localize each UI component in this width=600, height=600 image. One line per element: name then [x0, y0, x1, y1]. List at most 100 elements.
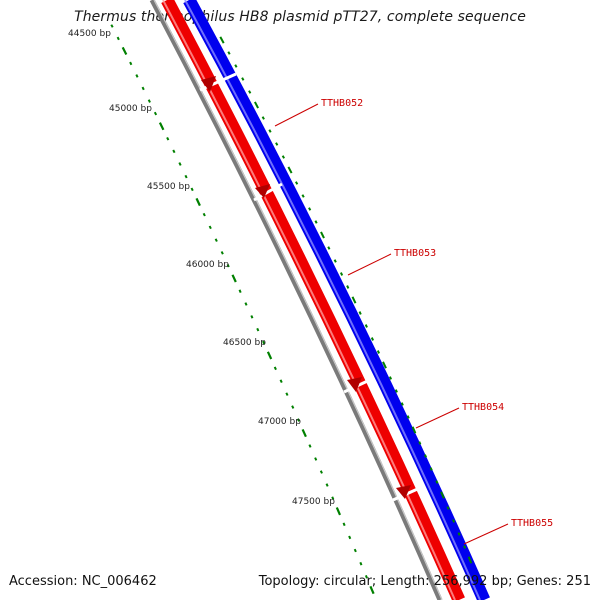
- outer-ticks: [219, 36, 473, 564]
- gene-label-tthb053[interactable]: TTHB053: [394, 248, 436, 259]
- ruler-minor-tick: [226, 263, 230, 268]
- outer-minor-tick: [295, 181, 299, 185]
- ruler-label-45500: 45500 bp: [147, 182, 190, 192]
- outer-minor-tick: [376, 350, 381, 354]
- forward-strand-shine: [184, 0, 481, 600]
- outer-minor-tick: [457, 532, 461, 536]
- ruler-major-tick: [158, 122, 165, 131]
- ruler-minor-tick: [273, 366, 277, 371]
- ruler-major-tick: [231, 274, 237, 283]
- ruler-label-44500: 44500 bp: [68, 29, 111, 39]
- outer-minor-tick: [364, 324, 368, 328]
- ruler-label-46500: 46500 bp: [223, 338, 266, 348]
- ruler-minor-tick: [110, 24, 114, 28]
- outer-minor-tick: [227, 51, 231, 55]
- ruler-minor-tick: [342, 522, 346, 527]
- outer-minor-tick: [406, 415, 410, 419]
- outer-minor-tick: [423, 454, 428, 458]
- outer-minor-tick: [370, 337, 375, 341]
- ruler-major-tick: [301, 428, 307, 438]
- outer-minor-tick: [275, 142, 279, 146]
- outer-minor-tick: [429, 467, 433, 471]
- outer-major-tick: [411, 426, 417, 434]
- gene-leader-lines: [274, 103, 509, 545]
- ruler-major-tick: [369, 585, 375, 595]
- gene-label-tthb055[interactable]: TTHB055: [511, 518, 553, 529]
- ruler-minor-tick: [325, 483, 329, 487]
- ruler-label-45000: 45000 bp: [109, 104, 152, 114]
- ruler-minor-tick: [285, 392, 289, 396]
- ruler-minor-tick: [256, 327, 260, 332]
- outer-major-tick: [320, 231, 325, 239]
- ruler-minor-tick: [250, 315, 254, 319]
- ruler-minor-tick: [308, 444, 312, 448]
- ruler-label-47500: 47500 bp: [292, 497, 335, 507]
- outer-minor-tick: [268, 129, 272, 133]
- gene-label-tthb054[interactable]: TTHB054: [462, 402, 504, 413]
- outer-minor-tick: [248, 90, 252, 94]
- gene-gaps: [199, 72, 423, 502]
- ruler-minor-tick: [178, 162, 182, 166]
- ruler-minor-tick: [238, 289, 242, 293]
- ruler-minor-tick: [116, 36, 120, 41]
- gene-arrowheads: [201, 76, 411, 499]
- outer-minor-tick: [358, 311, 362, 315]
- ruler-minor-tick: [129, 61, 133, 66]
- ruler-minor-tick: [147, 99, 151, 103]
- accession-text: Accession: NC_006462: [9, 574, 157, 589]
- backbone-highlight: [153, 0, 443, 600]
- map-title: Thermus thermophilus HB8 plasmid pTT27, …: [74, 9, 526, 25]
- ruler-minor-tick: [214, 238, 218, 242]
- outer-major-tick: [219, 36, 225, 44]
- ruler-minor-tick: [202, 212, 206, 217]
- ruler-minor-tick: [141, 86, 145, 91]
- ruler-minor-tick: [244, 302, 248, 306]
- outer-minor-tick: [301, 194, 305, 198]
- ruler-minor-tick: [314, 457, 318, 461]
- outer-major-tick: [254, 101, 259, 109]
- outer-minor-tick: [327, 246, 331, 250]
- outer-minor-tick: [261, 116, 265, 120]
- ruler-major-tick: [266, 351, 273, 360]
- outer-major-tick: [351, 296, 357, 304]
- outer-minor-tick: [346, 285, 350, 289]
- ruler-minor-tick: [262, 340, 266, 345]
- ruler-minor-tick: [296, 418, 301, 422]
- outer-minor-tick: [452, 519, 456, 523]
- outer-minor-tick: [308, 207, 312, 211]
- outer-major-tick: [440, 491, 445, 499]
- ruler-minor-tick: [166, 136, 170, 141]
- ruler-minor-tick: [353, 548, 357, 553]
- outer-minor-tick: [241, 77, 245, 81]
- outer-minor-tick: [388, 376, 393, 380]
- ruler-minor-tick: [153, 111, 158, 116]
- outer-minor-tick: [333, 259, 337, 263]
- forward-strand-track: [183, 0, 490, 600]
- ruler-minor-tick: [279, 379, 283, 384]
- ruler-label-47000: 47000 bp: [258, 417, 301, 427]
- ruler-label-46000: 46000 bp: [186, 260, 229, 270]
- ruler-minor-tick: [331, 496, 335, 500]
- ruler-minor-tick: [348, 535, 352, 540]
- ruler-minor-tick: [190, 187, 194, 192]
- gene-label-tthb052[interactable]: TTHB052: [321, 98, 363, 109]
- ruler-major-tick: [335, 507, 342, 516]
- outer-minor-tick: [418, 441, 422, 445]
- outer-minor-tick: [463, 545, 467, 549]
- outer-minor-tick: [314, 220, 318, 224]
- ruler-minor-tick: [135, 74, 139, 78]
- outer-minor-tick: [435, 480, 439, 484]
- outer-major-tick: [467, 556, 473, 564]
- ruler-major-tick: [195, 197, 201, 207]
- outer-minor-tick: [394, 389, 398, 393]
- ruler-dots: [110, 24, 368, 579]
- topology-text: Topology: circular; Length: 256,992 bp; …: [258, 574, 591, 589]
- ruler-minor-tick: [220, 251, 224, 255]
- outer-minor-tick: [281, 155, 285, 159]
- ruler-minor-tick: [364, 575, 368, 579]
- outer-minor-tick: [400, 402, 404, 406]
- outer-major-tick: [382, 361, 387, 369]
- ruler-major-tick: [121, 46, 128, 55]
- backbone-line: [149, 0, 443, 600]
